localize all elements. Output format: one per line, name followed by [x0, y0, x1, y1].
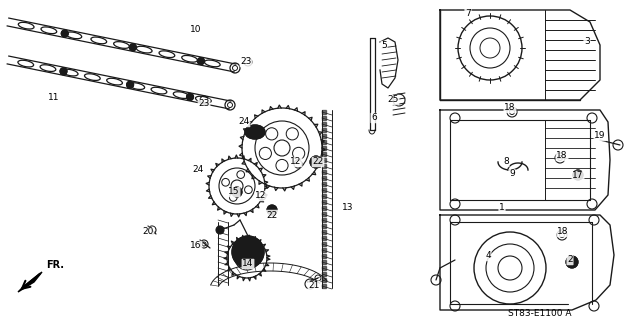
Polygon shape [322, 146, 326, 150]
Circle shape [216, 226, 224, 234]
Polygon shape [322, 164, 326, 168]
Polygon shape [322, 248, 326, 252]
Ellipse shape [245, 125, 265, 139]
Text: 17: 17 [572, 172, 583, 180]
Text: 15: 15 [228, 188, 240, 196]
Text: 12: 12 [290, 157, 302, 166]
Polygon shape [322, 260, 326, 264]
Text: 21: 21 [308, 282, 320, 291]
Text: 4: 4 [485, 252, 491, 260]
Text: 3: 3 [584, 37, 590, 46]
Polygon shape [322, 206, 326, 210]
Text: 24: 24 [238, 117, 250, 126]
Polygon shape [322, 170, 326, 174]
Circle shape [61, 30, 68, 37]
Text: 23: 23 [240, 58, 252, 67]
Polygon shape [322, 128, 326, 132]
Text: 2: 2 [567, 255, 573, 265]
Circle shape [310, 156, 322, 168]
Polygon shape [322, 158, 326, 162]
Polygon shape [322, 152, 326, 156]
Text: 12: 12 [255, 191, 267, 201]
Text: 11: 11 [48, 93, 60, 102]
Circle shape [232, 187, 242, 197]
Text: 23: 23 [198, 100, 210, 108]
Polygon shape [18, 272, 42, 292]
Text: 19: 19 [594, 132, 606, 140]
Circle shape [129, 44, 136, 51]
Text: 1: 1 [499, 204, 505, 212]
Text: 8: 8 [503, 157, 509, 166]
Text: 16: 16 [190, 242, 202, 251]
Polygon shape [322, 254, 326, 258]
Polygon shape [322, 278, 326, 282]
Text: 20: 20 [142, 228, 154, 236]
Circle shape [60, 68, 67, 75]
Circle shape [187, 93, 194, 100]
Polygon shape [322, 212, 326, 216]
Text: 18: 18 [505, 103, 516, 113]
Circle shape [267, 205, 277, 215]
Text: 24: 24 [192, 165, 204, 174]
Polygon shape [322, 284, 326, 288]
Polygon shape [322, 230, 326, 234]
Text: 10: 10 [190, 26, 202, 35]
Text: 14: 14 [242, 260, 254, 268]
Text: 18: 18 [557, 228, 569, 236]
Polygon shape [322, 266, 326, 270]
Polygon shape [322, 140, 326, 144]
Polygon shape [322, 188, 326, 192]
Polygon shape [322, 122, 326, 126]
Polygon shape [322, 134, 326, 138]
Circle shape [573, 170, 583, 180]
Text: 9: 9 [509, 170, 515, 179]
Polygon shape [322, 236, 326, 240]
Text: 6: 6 [371, 114, 377, 123]
Polygon shape [322, 182, 326, 186]
Polygon shape [322, 176, 326, 180]
Polygon shape [322, 242, 326, 246]
Text: 22: 22 [266, 211, 278, 220]
Polygon shape [322, 218, 326, 222]
Text: 22: 22 [312, 157, 324, 166]
Circle shape [566, 256, 578, 268]
Text: 25: 25 [387, 95, 399, 105]
Polygon shape [322, 110, 326, 114]
Polygon shape [322, 224, 326, 228]
Text: FR.: FR. [46, 260, 64, 270]
Polygon shape [322, 116, 326, 120]
Text: 13: 13 [342, 204, 354, 212]
Polygon shape [322, 272, 326, 276]
Text: 7: 7 [465, 10, 471, 19]
Circle shape [197, 58, 204, 65]
Circle shape [127, 81, 134, 88]
Circle shape [232, 236, 264, 268]
Text: ST83-E1100 A: ST83-E1100 A [508, 308, 572, 317]
Polygon shape [322, 200, 326, 204]
Text: 5: 5 [381, 42, 387, 51]
Text: 18: 18 [556, 151, 568, 161]
Polygon shape [322, 194, 326, 198]
